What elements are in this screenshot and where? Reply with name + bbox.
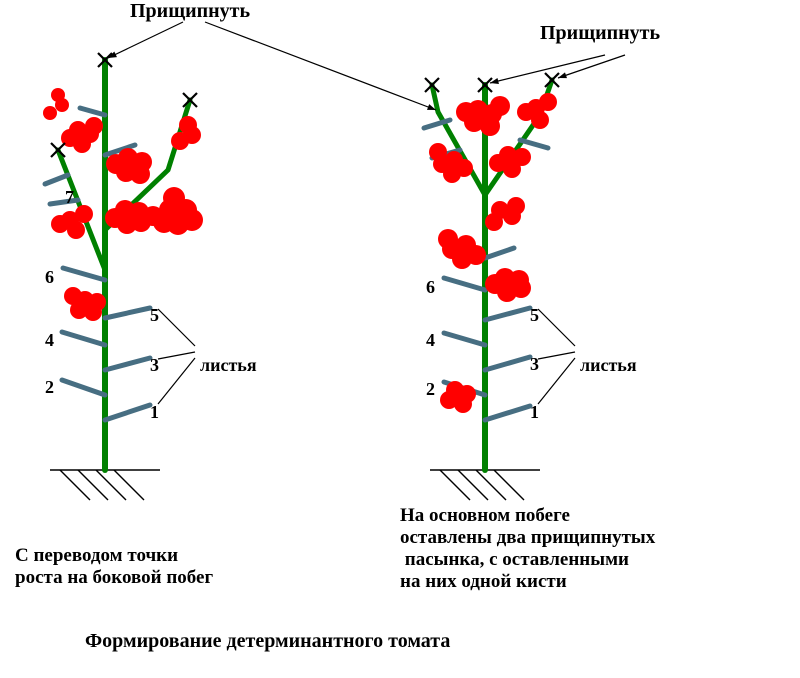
caption-left: С переводом точки роста на боковой побег	[15, 545, 213, 589]
leaves-label-right: листья	[580, 355, 637, 376]
svg-text:2: 2	[45, 377, 54, 397]
diagram-title: Формирование детерминантного томата	[85, 630, 450, 653]
pinch-label-right: Прищипнуть	[540, 22, 660, 45]
svg-text:5: 5	[530, 305, 539, 325]
svg-text:6: 6	[426, 277, 435, 297]
caption-right: На основном побеге оставлены два прищипн…	[400, 505, 655, 592]
svg-text:3: 3	[530, 354, 539, 374]
pinch-label-left: Прищипнуть	[130, 0, 250, 23]
svg-text:5: 5	[150, 305, 159, 325]
svg-text:3: 3	[150, 355, 159, 375]
leaves-label-left: листья	[200, 355, 257, 376]
svg-text:7: 7	[65, 187, 74, 207]
svg-text:4: 4	[426, 330, 435, 350]
svg-text:6: 6	[45, 267, 54, 287]
svg-text:4: 4	[45, 330, 54, 350]
svg-text:1: 1	[530, 402, 539, 422]
svg-text:2: 2	[426, 379, 435, 399]
svg-text:1: 1	[150, 402, 159, 422]
